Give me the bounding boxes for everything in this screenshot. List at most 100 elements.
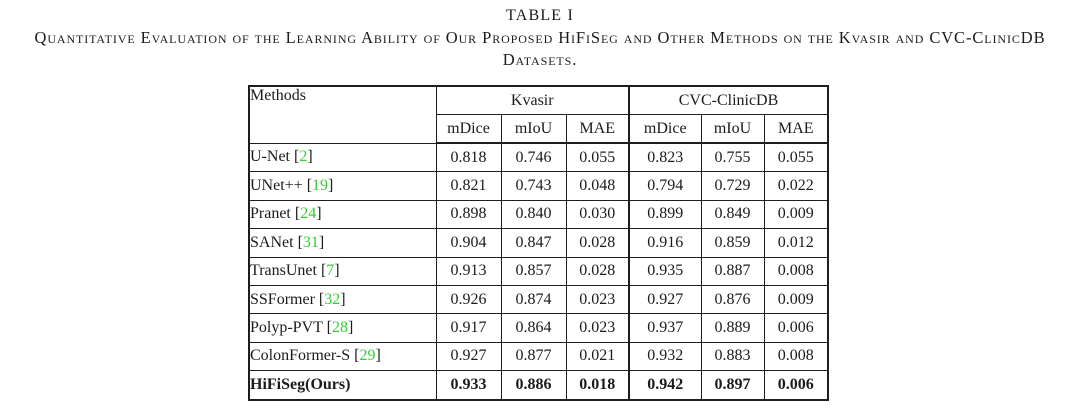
results-table-body: U-Net [2] 0.818 0.746 0.055 0.823 0.755 0.055 U…	[248, 142, 829, 401]
method-name: Polyp-PVT	[250, 319, 323, 337]
value-cell: 0.006	[763, 370, 829, 401]
method-cell: Polyp-PVT [28]	[248, 313, 437, 343]
value-cell: 0.008	[763, 256, 829, 286]
value-cell: 0.932	[628, 341, 702, 372]
citation-link[interactable]: 32	[324, 290, 341, 308]
citation-link[interactable]: 24	[300, 205, 317, 223]
value-cell: 0.886	[500, 370, 567, 401]
value-cell: 0.840	[500, 199, 567, 230]
value-cell: 0.055	[763, 142, 829, 173]
kvasir-group-header: Kvasir	[435, 85, 630, 115]
value-cell: 0.012	[763, 228, 829, 258]
method-name: HiFiSeg(Ours)	[250, 375, 351, 393]
metric-header-row: mDice mIoU MAE mDice mIoU MAE	[249, 114, 829, 144]
value-cell: 0.009	[763, 284, 829, 315]
value-cell: 0.887	[700, 256, 765, 286]
value-cell: 0.927	[628, 284, 702, 315]
method-cell: HiFiSeg(Ours)	[248, 370, 437, 401]
value-cell: 0.729	[700, 171, 765, 201]
value-cell: 0.942	[628, 370, 702, 401]
table-row: SSFormer [32] 0.926 0.874 0.023 0.927 0.876 0.…	[248, 284, 829, 315]
citation-link[interactable]: 31	[302, 233, 319, 251]
citation-link[interactable]: 2	[299, 148, 308, 166]
methods-column-header: Methods	[248, 85, 437, 144]
value-cell: 0.849	[700, 199, 765, 230]
value-cell: 0.927	[435, 341, 502, 372]
table-row: ColonFormer-S [29] 0.927 0.877 0.021 0.932 0.…	[248, 341, 829, 372]
value-cell: 0.937	[628, 313, 702, 343]
value-cell: 0.755	[700, 142, 765, 173]
value-cell: 0.876	[700, 284, 765, 315]
method-cell: ColonFormer-S [29]	[248, 341, 437, 372]
value-cell: 0.022	[763, 171, 829, 201]
value-cell: 0.874	[500, 284, 567, 315]
value-cell: 0.883	[700, 341, 765, 372]
citation-link[interactable]: 7	[326, 262, 335, 280]
column-header-cvc-mae: MAE	[763, 114, 829, 144]
value-cell: 0.859	[700, 228, 765, 258]
value-cell: 0.913	[435, 256, 502, 286]
value-cell: 0.823	[628, 142, 702, 173]
method-cell: U-Net [2]	[248, 142, 437, 173]
value-cell: 0.899	[628, 199, 702, 230]
value-cell: 0.889	[700, 313, 765, 343]
value-cell: 0.897	[700, 370, 765, 401]
value-cell: 0.926	[435, 284, 502, 315]
caption-line-2: Datasets.	[502, 50, 578, 69]
table-row: TransUnet [7] 0.913 0.857 0.028 0.935 0.887 0.…	[248, 256, 829, 286]
method-cell: SANet [31]	[248, 228, 437, 258]
method-name: SSFormer	[250, 290, 315, 308]
method-cell: SSFormer [32]	[248, 284, 437, 315]
table-row: Polyp-PVT [28] 0.917 0.864 0.023 0.937 0.889 0…	[248, 313, 829, 343]
method-name: U-Net	[250, 148, 290, 166]
method-cell: Pranet [24]	[248, 199, 437, 230]
method-name: UNet++	[250, 177, 303, 195]
results-table: Methods Kvasir CVC-ClinicDB mDice mIoU M…	[248, 85, 829, 401]
value-cell: 0.933	[435, 370, 502, 401]
group-header-row: Methods Kvasir CVC-ClinicDB	[248, 85, 829, 144]
value-cell: 0.006	[763, 313, 829, 343]
column-header-kvasir-mdice: mDice	[435, 114, 502, 144]
value-cell: 0.018	[565, 370, 630, 401]
value-cell: 0.055	[565, 142, 630, 173]
value-cell: 0.008	[763, 341, 829, 372]
table-row: UNet++ [19] 0.821 0.743 0.048 0.794 0.729 0.02…	[248, 171, 829, 201]
value-cell: 0.021	[565, 341, 630, 372]
value-cell: 0.821	[435, 171, 502, 201]
value-cell: 0.023	[565, 284, 630, 315]
value-cell: 0.904	[435, 228, 502, 258]
value-cell: 0.746	[500, 142, 567, 173]
table-row: SANet [31] 0.904 0.847 0.028 0.916 0.859 0.012	[248, 228, 829, 258]
table-row: Pranet [24] 0.898 0.840 0.030 0.899 0.849 0.00…	[248, 199, 829, 230]
method-cell: TransUnet [7]	[248, 256, 437, 286]
value-cell: 0.916	[628, 228, 702, 258]
value-cell: 0.857	[500, 256, 567, 286]
value-cell: 0.023	[565, 313, 630, 343]
value-cell: 0.898	[435, 199, 502, 230]
value-cell: 0.935	[628, 256, 702, 286]
value-cell: 0.794	[628, 171, 702, 201]
citation-link[interactable]: 28	[331, 319, 348, 337]
value-cell: 0.847	[500, 228, 567, 258]
table-row: HiFiSeg(Ours) 0.933 0.886 0.018 0.942 0.897 0.…	[248, 370, 829, 401]
table-row: U-Net [2] 0.818 0.746 0.055 0.823 0.755 0.055	[248, 142, 829, 173]
column-header-kvasir-miou: mIoU	[500, 114, 567, 144]
table-caption: Quantitative Evaluation of the Learning …	[0, 27, 1080, 71]
method-name: Pranet	[250, 205, 291, 223]
method-name: ColonFormer-S	[250, 347, 351, 365]
value-cell: 0.917	[435, 313, 502, 343]
column-header-cvc-miou: mIoU	[700, 114, 765, 144]
column-header-kvasir-mae: MAE	[565, 114, 630, 144]
method-name: TransUnet	[250, 262, 317, 280]
citation-link[interactable]: 19	[312, 177, 329, 195]
column-header-cvc-mdice: mDice	[628, 114, 702, 144]
value-cell: 0.028	[565, 228, 630, 258]
table-title: TABLE I	[506, 7, 574, 24]
method-cell: UNet++ [19]	[248, 171, 437, 201]
value-cell: 0.864	[500, 313, 567, 343]
value-cell: 0.743	[500, 171, 567, 201]
citation-link[interactable]: 29	[359, 347, 376, 365]
value-cell: 0.048	[565, 171, 630, 201]
value-cell: 0.030	[565, 199, 630, 230]
